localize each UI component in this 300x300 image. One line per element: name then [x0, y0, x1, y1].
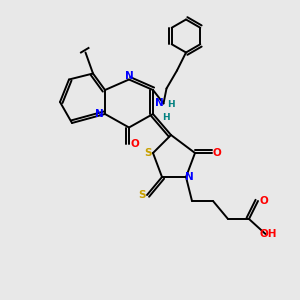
- Text: N: N: [95, 109, 104, 119]
- Text: S: S: [138, 190, 146, 200]
- Text: O: O: [130, 139, 139, 149]
- Text: S: S: [144, 148, 152, 158]
- Text: H: H: [162, 112, 170, 122]
- Text: H: H: [167, 100, 175, 109]
- Text: N: N: [185, 172, 194, 182]
- Text: N: N: [154, 98, 164, 109]
- Text: OH: OH: [260, 229, 277, 239]
- Text: O: O: [259, 196, 268, 206]
- Text: O: O: [212, 148, 221, 158]
- Text: N: N: [124, 70, 134, 81]
